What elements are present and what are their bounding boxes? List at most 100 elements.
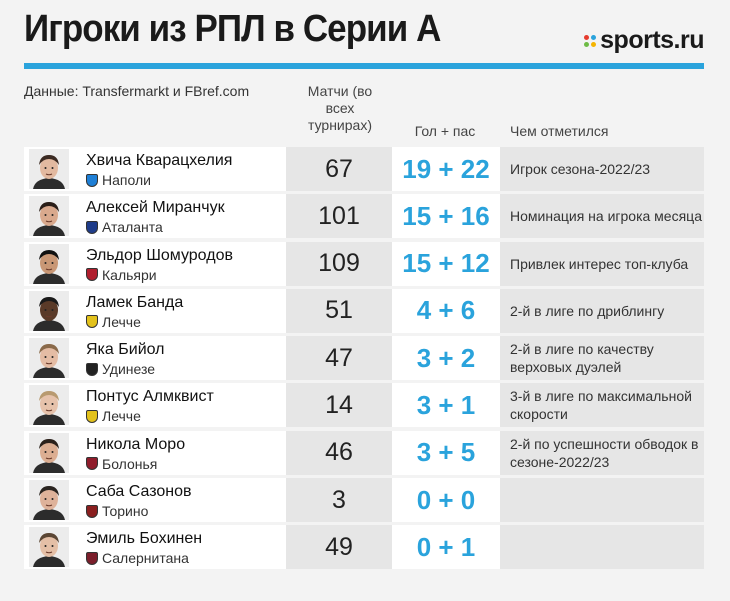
players-table: Хвича Кварацхелия Наполи 67 19 + 22 Игро… [24, 147, 704, 573]
table-row: Эмиль Бохинен Салернитана 49 0 + 1 [24, 525, 704, 570]
table-row: Яка Бийол Удинезе 47 3 + 2 2-й в лиге по… [24, 336, 704, 381]
goals-assists-cell: 0 + 1 [416, 531, 476, 562]
logo-text: sports.ru [600, 26, 704, 54]
table-row: Эльдор Шомуродов Кальяри 109 15 + 12 При… [24, 241, 704, 286]
column-header-matches: Матчи (во всех турнирах) [307, 83, 373, 133]
club-badge-icon [86, 362, 98, 376]
club-name: Лечче [102, 408, 141, 425]
club-name: Удинезе [102, 361, 156, 378]
player-photo [29, 338, 69, 379]
notable-cell: 2-й в лиге по качеству верховых дуэлей [500, 336, 704, 381]
player-club: Наполи [86, 172, 151, 188]
player-name: Алексей Миранчук [86, 199, 225, 217]
matches-cell: 67 [286, 147, 392, 191]
player-name: Хвича Кварацхелия [86, 152, 233, 169]
player-photo [29, 290, 69, 331]
goals-assists-cell: 19 + 22 [402, 153, 490, 184]
player-photo [29, 527, 69, 568]
player-photo [29, 196, 69, 237]
player-photo [29, 432, 69, 473]
table-row: Никола Моро Болонья 46 3 + 5 2-й по успе… [24, 430, 704, 475]
player-club: Лечче [86, 408, 141, 424]
column-header-notable: Чем отметился [510, 123, 609, 139]
club-name: Болонья [102, 455, 158, 472]
matches-cell: 109 [286, 241, 392, 286]
player-photo [29, 243, 69, 284]
club-badge-icon [86, 457, 98, 471]
goals-assists-cell: 4 + 6 [416, 295, 476, 326]
club-badge-icon [86, 551, 98, 565]
goals-assists-cell: 3 + 5 [416, 437, 476, 468]
club-badge-icon [86, 409, 98, 423]
player-name: Яка Бийол [86, 341, 165, 359]
logo-dot [584, 41, 590, 47]
player-club: Кальяри [86, 267, 157, 283]
club-badge-icon [86, 315, 98, 329]
matches-cell: 49 [286, 525, 392, 570]
player-club: Торино [86, 503, 148, 519]
player-club: Салернитана [86, 550, 189, 566]
logo-dot [591, 34, 597, 40]
player-club: Лечче [86, 314, 141, 330]
table-row: Понтус Алмквист Лечче 14 3 + 1 3-й в лиг… [24, 383, 704, 428]
club-badge-icon [86, 504, 98, 518]
matches-cell: 101 [286, 194, 392, 239]
logo-dots-icon [584, 34, 597, 47]
player-club: Удинезе [86, 361, 155, 377]
notable-cell: Игрок сезона-2022/23 [500, 147, 704, 191]
club-badge-icon [86, 220, 98, 234]
player-name: Ламек Банда [86, 293, 184, 311]
player-photo [29, 385, 69, 426]
club-name: Аталанта [102, 219, 163, 236]
notable-cell: 2-й в лиге по дриблингу [500, 288, 704, 333]
club-badge-icon [86, 173, 98, 187]
player-photo [29, 149, 69, 189]
data-source: Данные: Transfermarkt и FBref.com [24, 83, 250, 99]
club-badge-icon [86, 268, 98, 282]
page-title: Игроки из РПЛ в Серии А [24, 8, 441, 50]
table-row: Алексей Миранчук Аталанта 101 15 + 16 Но… [24, 194, 704, 239]
club-name: Лечче [102, 313, 141, 330]
goals-assists-cell: 15 + 12 [402, 248, 490, 279]
notable-cell: Номинация на игрока месяца [500, 194, 704, 239]
player-name: Никола Моро [86, 435, 186, 453]
player-club: Болонья [86, 456, 157, 472]
table-row: Ламек Банда Лечче 51 4 + 6 2-й в лиге по… [24, 288, 704, 333]
player-name: Понтус Алмквист [86, 388, 214, 406]
table-row: Саба Сазонов Торино 3 0 + 0 [24, 478, 704, 523]
notable-cell: Привлек интерес топ-клуба [500, 241, 704, 286]
goals-assists-cell: 0 + 0 [416, 484, 476, 515]
goals-assists-cell: 3 + 2 [416, 342, 476, 373]
notable-text: 2-й в лиге по качеству верховых дуэлей [510, 341, 654, 376]
sports-ru-logo[interactable]: sports.ru [584, 26, 704, 55]
player-name: Эмиль Бохинен [86, 530, 203, 548]
notable-text: 3-й в лиге по максимальной скорости [510, 388, 692, 423]
club-name: Кальяри [102, 266, 157, 283]
matches-cell: 51 [286, 288, 392, 333]
notable-text: Привлек интерес топ-клуба [510, 255, 689, 272]
goals-assists-cell: 15 + 16 [402, 200, 490, 231]
notable-cell: 3-й в лиге по максимальной скорости [500, 383, 704, 428]
notable-text: 2-й по успешности обводок в сезоне-2022/… [510, 435, 699, 470]
notable-text: Игрок сезона-2022/23 [510, 161, 651, 177]
matches-cell: 3 [286, 478, 392, 523]
player-photo [29, 480, 69, 521]
column-header-goals-assists: Гол + пас [414, 123, 476, 139]
matches-cell: 46 [286, 430, 392, 475]
table-row: Хвича Кварацхелия Наполи 67 19 + 22 Игро… [24, 147, 704, 191]
matches-cell: 47 [286, 336, 392, 381]
title-underline [24, 63, 704, 69]
logo-dot [584, 34, 590, 40]
goals-assists-cell: 3 + 1 [416, 389, 476, 420]
matches-cell: 14 [286, 383, 392, 428]
logo-dot [591, 41, 597, 47]
club-name: Наполи [102, 172, 151, 188]
player-name: Эльдор Шомуродов [86, 246, 233, 264]
notable-cell [500, 525, 704, 570]
notable-cell [500, 478, 704, 523]
club-name: Салернитана [102, 550, 189, 567]
player-name: Саба Сазонов [86, 483, 192, 501]
club-name: Торино [102, 503, 149, 520]
notable-text: 2-й в лиге по дриблингу [510, 302, 665, 319]
notable-cell: 2-й по успешности обводок в сезоне-2022/… [500, 430, 704, 475]
